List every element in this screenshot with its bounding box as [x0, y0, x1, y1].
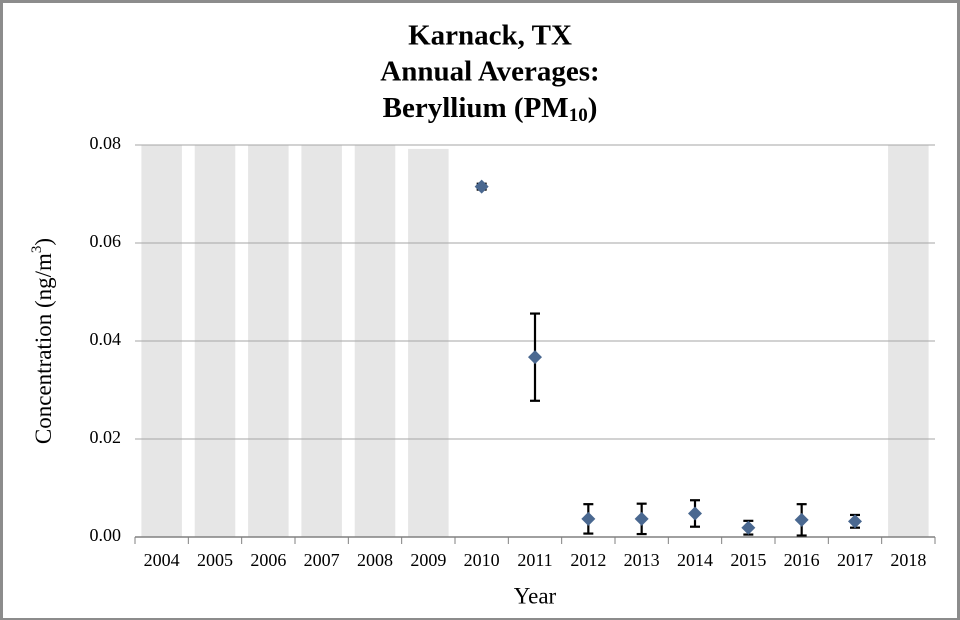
not-sampled-bar [408, 148, 449, 538]
y-tick-label: 0.08 [90, 133, 122, 153]
y-tick-label: 0.04 [90, 329, 122, 349]
chart-title: Beryllium (PM10) [383, 92, 598, 127]
x-tick-label: 2009 [410, 550, 446, 570]
x-tick-label: 2004 [144, 550, 180, 570]
y-tick-label: 0.06 [90, 231, 122, 251]
x-tick-label: 2005 [197, 550, 233, 570]
point [688, 506, 702, 521]
point [794, 512, 809, 527]
x-axis-label: Year [514, 583, 557, 608]
point [848, 514, 862, 529]
point [634, 511, 649, 526]
chart-title: Karnack, TX [408, 20, 572, 52]
x-tick-label: 2018 [890, 550, 926, 570]
title-text: ) [588, 92, 598, 124]
x-tick-label: 2006 [250, 550, 286, 570]
y-tick-label: 0.00 [90, 525, 122, 545]
x-tick-label: 2014 [677, 550, 713, 570]
x-tick-label: 2017 [837, 550, 873, 570]
point [528, 350, 542, 365]
chart-title: Annual Averages: [380, 56, 599, 88]
title-subscript: 10 [569, 105, 588, 126]
x-tick-label: 2012 [570, 550, 606, 570]
x-tick-label: 2016 [784, 550, 820, 570]
y-tick-label: 0.02 [90, 427, 122, 447]
x-tick-label: 2011 [517, 550, 552, 570]
y-label-text: Concentration (ng/m [31, 253, 56, 444]
x-tick-label: 2013 [624, 550, 660, 570]
y-label-text: ) [31, 238, 56, 246]
x-tick-label: 2010 [464, 550, 500, 570]
y-label-superscript: 3 [29, 246, 45, 254]
x-tick-label: 2008 [357, 550, 393, 570]
y-axis-label: Concentration (ng/m3) [29, 238, 56, 444]
x-tick-label: 2007 [304, 550, 340, 570]
x-tick-label: 2015 [730, 550, 766, 570]
point [474, 179, 489, 194]
point [581, 511, 596, 526]
point [741, 520, 756, 535]
title-text: Beryllium (PM [383, 92, 569, 124]
